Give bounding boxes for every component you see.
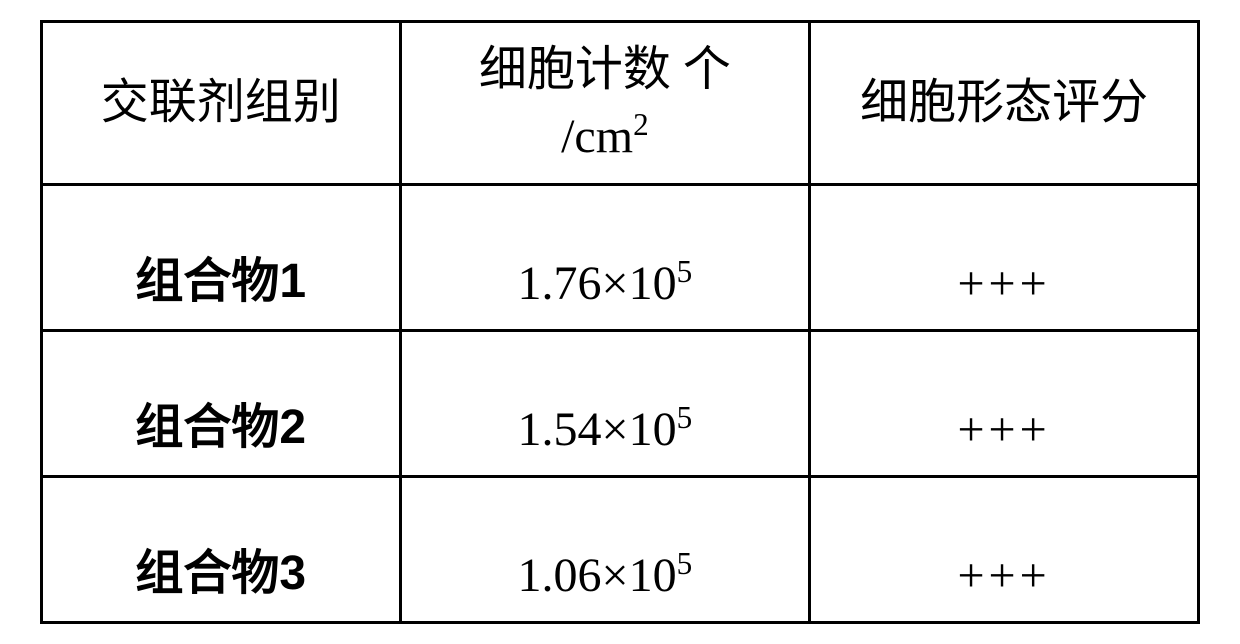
- row1-count-cell: 1.76×105: [400, 185, 810, 331]
- row2-score: +++: [957, 403, 1050, 456]
- row3-score: +++: [957, 549, 1050, 602]
- header-col1-text: 交联剂组别: [101, 76, 341, 129]
- row3-label-cell: 组合物3: [42, 477, 401, 623]
- row2-score-cell: +++: [810, 331, 1199, 477]
- table-row: 组合物2 1.54×105 +++: [42, 331, 1199, 477]
- row1-score-cell: +++: [810, 185, 1199, 331]
- row1-count: 1.76×105: [518, 257, 693, 310]
- header-col2-line1: 细胞计数 个: [479, 43, 731, 96]
- header-morphology-score: 细胞形态评分: [810, 22, 1199, 185]
- row2-count-cell: 1.54×105: [400, 331, 810, 477]
- row1-score: +++: [957, 257, 1050, 310]
- row3-label: 组合物3: [135, 547, 306, 600]
- row1-label: 组合物1: [135, 255, 306, 308]
- row3-score-cell: +++: [810, 477, 1199, 623]
- header-cell-count: 细胞计数 个 /cm2: [400, 22, 810, 185]
- header-col2-unit: /cm2: [561, 110, 649, 163]
- header-crosslinker-group: 交联剂组别: [42, 22, 401, 185]
- table-row: 组合物1 1.76×105 +++: [42, 185, 1199, 331]
- row3-count: 1.06×105: [518, 549, 693, 602]
- row1-label-cell: 组合物1: [42, 185, 401, 331]
- table-row: 组合物3 1.06×105 +++: [42, 477, 1199, 623]
- row2-label-cell: 组合物2: [42, 331, 401, 477]
- table-header-row: 交联剂组别 细胞计数 个 /cm2 细胞形态评分: [42, 22, 1199, 185]
- data-table: 交联剂组别 细胞计数 个 /cm2 细胞形态评分 组合物1 1.76×105 +…: [40, 20, 1200, 624]
- row3-count-cell: 1.06×105: [400, 477, 810, 623]
- row2-label: 组合物2: [135, 401, 306, 454]
- row2-count: 1.54×105: [518, 403, 693, 456]
- header-col3-text: 细胞形态评分: [860, 76, 1148, 129]
